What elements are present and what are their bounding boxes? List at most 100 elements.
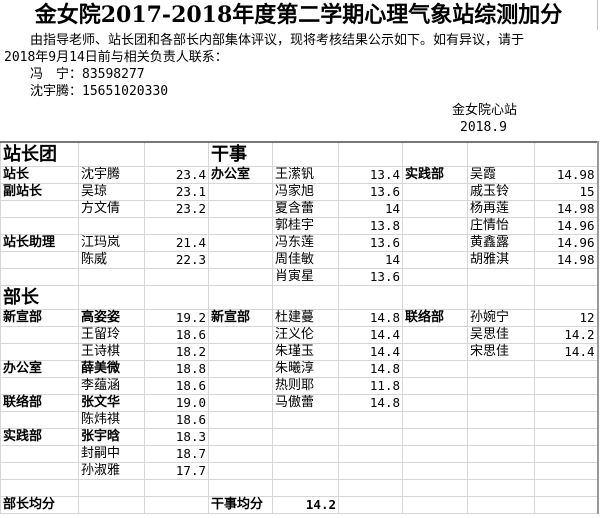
cell-score[interactable] [534, 360, 598, 378]
cell-name[interactable]: 沈宇腾 [78, 166, 145, 184]
cell-name[interactable]: 朱曦淳 [272, 360, 339, 378]
cell-score[interactable]: 23.2 [144, 200, 209, 218]
cell-name[interactable]: 张宇晗 [78, 428, 145, 446]
cell-score[interactable] [534, 462, 598, 480]
cell-name[interactable]: 王潆钒 [272, 166, 339, 184]
cell-label[interactable]: 站长助理 [0, 234, 79, 252]
cell-name[interactable] [78, 479, 145, 497]
cell-name[interactable]: 马傲蕾 [272, 394, 339, 412]
cell-label[interactable] [208, 479, 273, 497]
cell-label[interactable]: 实践部 [402, 166, 468, 184]
cell-label[interactable] [208, 445, 273, 463]
cell-label[interactable]: 干事均分 [208, 496, 273, 514]
cell-name[interactable] [272, 285, 339, 310]
cell-label[interactable]: 站长团 [0, 141, 79, 167]
cell-score[interactable]: 15 [534, 183, 598, 201]
cell-label[interactable] [208, 377, 273, 395]
cell-name[interactable]: 汪义伦 [272, 326, 339, 344]
cell-name[interactable] [272, 411, 339, 429]
cell-score[interactable] [144, 141, 209, 167]
cell-score[interactable] [534, 479, 598, 497]
cell-name[interactable] [78, 285, 145, 310]
cell-name[interactable] [78, 496, 145, 514]
cell-score[interactable] [338, 445, 403, 463]
cell-name[interactable]: 周佳敏 [272, 251, 339, 269]
cell-score[interactable]: 14.96 [534, 217, 598, 235]
cell-name[interactable]: 宋思佳 [467, 343, 535, 361]
cell-name[interactable]: 戚玉铃 [467, 183, 535, 201]
cell-score[interactable]: 13.6 [338, 183, 403, 201]
cell-name[interactable]: 郭桂宇 [272, 217, 339, 235]
cell-name[interactable]: 高姿姿 [78, 309, 145, 327]
cell-score[interactable] [534, 141, 598, 167]
cell-name[interactable] [467, 377, 535, 395]
cell-name[interactable]: 孙淑雅 [78, 462, 145, 480]
cell-label[interactable]: 部长均分 [0, 496, 79, 514]
cell-name[interactable]: 冯家旭 [272, 183, 339, 201]
cell-label[interactable]: 新宣部 [0, 309, 79, 327]
cell-name[interactable] [467, 411, 535, 429]
cell-name[interactable]: 热则耶 [272, 377, 339, 395]
cell-name[interactable] [467, 479, 535, 497]
cell-name[interactable]: 江玛岚 [78, 234, 145, 252]
cell-score[interactable] [144, 285, 209, 310]
cell-score[interactable] [534, 285, 598, 310]
cell-name[interactable] [467, 268, 535, 286]
cell-name[interactable]: 张文华 [78, 394, 145, 412]
cell-score[interactable]: 14.4 [338, 326, 403, 344]
cell-label[interactable] [0, 462, 79, 480]
cell-name[interactable]: 胡雅淇 [467, 251, 535, 269]
cell-label[interactable] [208, 394, 273, 412]
cell-score[interactable] [338, 285, 403, 310]
cell-score[interactable] [144, 268, 209, 286]
cell-name[interactable] [467, 496, 535, 514]
cell-label[interactable] [208, 217, 273, 235]
cell-label[interactable] [402, 234, 468, 252]
cell-name[interactable] [272, 428, 339, 446]
cell-label[interactable] [0, 268, 79, 286]
cell-label[interactable] [402, 360, 468, 378]
cell-score[interactable]: 13.4 [338, 166, 403, 184]
cell-score[interactable]: 14.98 [534, 200, 598, 218]
cell-score[interactable] [338, 462, 403, 480]
cell-score[interactable]: 13.6 [338, 234, 403, 252]
cell-label[interactable]: 部长 [0, 285, 79, 310]
cell-score[interactable]: 18.2 [144, 343, 209, 361]
cell-name[interactable] [467, 394, 535, 412]
cell-label[interactable] [402, 496, 468, 514]
cell-name[interactable] [467, 462, 535, 480]
cell-name[interactable] [272, 479, 339, 497]
cell-score[interactable]: 18.7 [144, 445, 209, 463]
cell-label[interactable] [402, 217, 468, 235]
cell-name[interactable]: 李蕴涵 [78, 377, 145, 395]
cell-label[interactable] [402, 251, 468, 269]
cell-score[interactable]: 23.4 [144, 166, 209, 184]
cell-label[interactable] [208, 183, 273, 201]
cell-name[interactable]: 吴琼 [78, 183, 145, 201]
cell-name[interactable]: 王留玲 [78, 326, 145, 344]
cell-label[interactable] [208, 343, 273, 361]
cell-label[interactable] [208, 268, 273, 286]
cell-score[interactable] [338, 141, 403, 167]
cell-score[interactable] [534, 445, 598, 463]
cell-score[interactable]: 18.6 [144, 326, 209, 344]
cell-label[interactable] [402, 200, 468, 218]
cell-name[interactable]: 14.2 [272, 496, 339, 514]
cell-label[interactable] [208, 285, 273, 310]
cell-name[interactable] [467, 285, 535, 310]
cell-name[interactable] [272, 462, 339, 480]
cell-label[interactable] [208, 326, 273, 344]
cell-score[interactable]: 14 [338, 200, 403, 218]
cell-score[interactable] [534, 377, 598, 395]
cell-score[interactable]: 21.4 [144, 234, 209, 252]
cell-score[interactable]: 18.3 [144, 428, 209, 446]
cell-score[interactable]: 14.2 [534, 326, 598, 344]
cell-name[interactable] [78, 217, 145, 235]
cell-label[interactable]: 站长 [0, 166, 79, 184]
cell-score[interactable] [534, 496, 598, 514]
cell-label[interactable]: 办公室 [0, 360, 79, 378]
cell-name[interactable]: 薛美微 [78, 360, 145, 378]
cell-name[interactable] [78, 268, 145, 286]
cell-name[interactable] [467, 360, 535, 378]
cell-label[interactable] [0, 343, 79, 361]
